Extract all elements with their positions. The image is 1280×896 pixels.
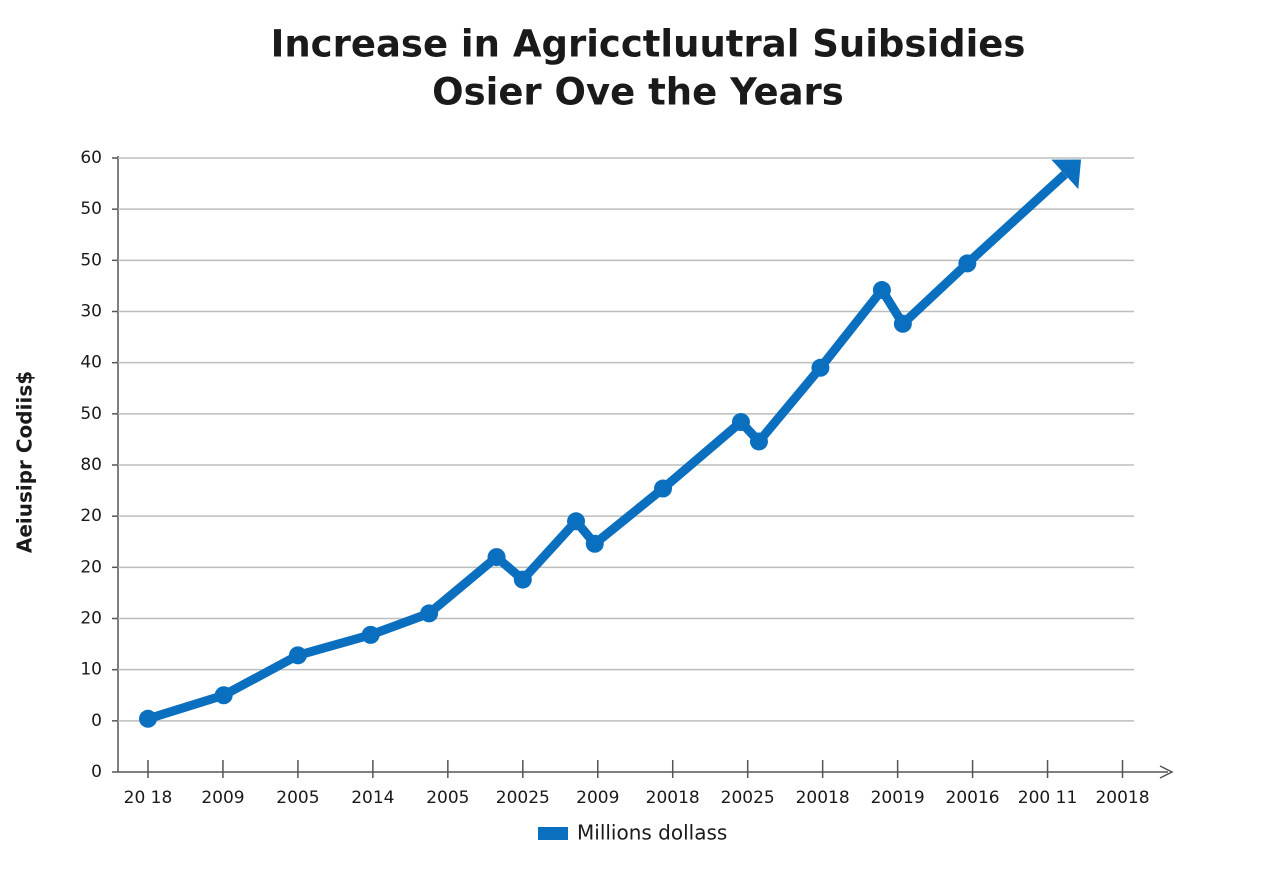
x-tick-label: 200 11 xyxy=(1018,788,1077,808)
data-point xyxy=(487,548,506,567)
y-tick-label: 60 xyxy=(80,148,102,168)
data-line xyxy=(146,171,1068,724)
data-point xyxy=(138,709,157,728)
data-point xyxy=(567,512,586,531)
y-tick-label: 0 xyxy=(91,711,102,731)
x-tick-label: 2014 xyxy=(351,788,394,808)
x-tick-label: 2005 xyxy=(276,788,319,808)
x-tick-label: 20018 xyxy=(796,788,850,808)
data-point xyxy=(653,479,672,498)
legend-swatch xyxy=(538,827,568,840)
y-tick-label: 40 xyxy=(80,353,102,373)
y-tick-label: 50 xyxy=(80,199,102,219)
data-point xyxy=(420,604,439,623)
data-point xyxy=(893,314,912,333)
x-tick-label: 20016 xyxy=(946,788,1000,808)
y-axis-title: Aeiusipr Codiis$ xyxy=(13,371,37,553)
data-point xyxy=(872,281,891,300)
y-tick-label: 30 xyxy=(80,302,102,322)
y-tick-label: 20 xyxy=(80,506,102,526)
data-point xyxy=(731,413,750,432)
y-tick-label: 50 xyxy=(80,250,102,270)
y-tick-label: 20 xyxy=(80,557,102,577)
y-tick-label: 50 xyxy=(80,404,102,424)
legend-label: Millions dollass xyxy=(577,821,727,845)
data-point xyxy=(288,646,307,665)
chart-title: Osier Ove the Years xyxy=(432,71,844,114)
data-point xyxy=(214,686,233,705)
x-tick-label: 20018 xyxy=(1095,788,1149,808)
y-tick-label: 80 xyxy=(80,455,102,475)
y-tick-label: 0 xyxy=(91,762,102,782)
data-point xyxy=(811,358,830,377)
data-point xyxy=(585,534,604,553)
x-tick-label: 20 18 xyxy=(124,788,173,808)
chart-title: Increase in Agricctluutral Suibsidies xyxy=(271,23,1026,66)
x-tick-label: 20025 xyxy=(496,788,550,808)
y-tick-label: 10 xyxy=(80,660,102,680)
y-tick-label: 20 xyxy=(80,609,102,629)
x-tick-label: 2009 xyxy=(201,788,244,808)
x-tick-label: 2005 xyxy=(426,788,469,808)
data-point xyxy=(361,625,380,644)
arrow-head xyxy=(1051,159,1082,190)
x-tick-label: 20018 xyxy=(646,788,700,808)
x-tick-label: 2009 xyxy=(576,788,619,808)
data-point xyxy=(958,254,977,273)
data-point xyxy=(513,570,532,589)
data-point xyxy=(749,432,768,451)
x-tick-label: 20025 xyxy=(721,788,775,808)
axis-arrow xyxy=(1159,765,1174,779)
x-tick-label: 20019 xyxy=(871,788,925,808)
